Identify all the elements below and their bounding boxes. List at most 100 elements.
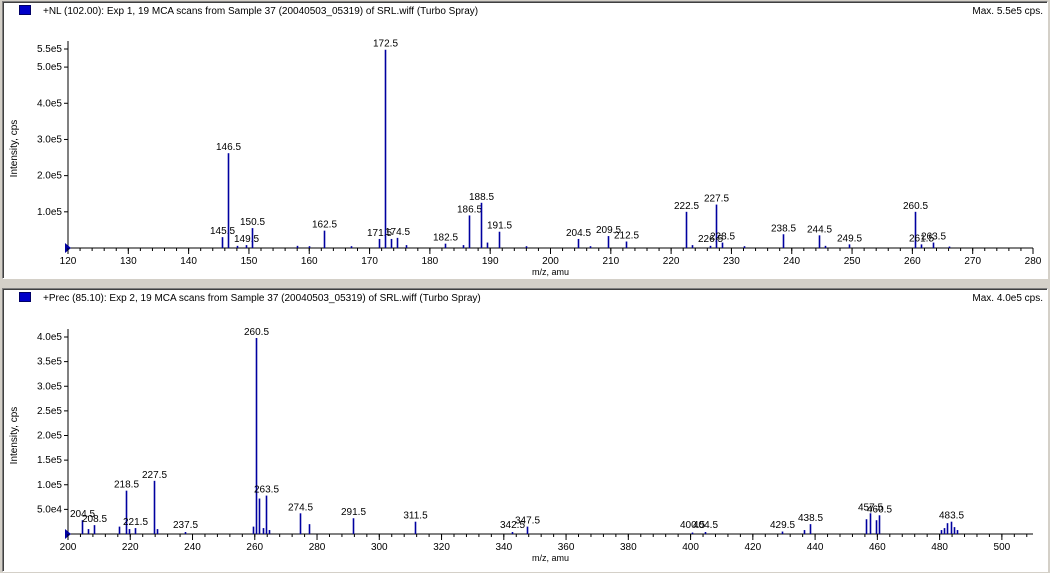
peak-label: 146.5 (216, 142, 241, 153)
y-tick-label: 5.5e5 (37, 44, 62, 55)
x-tick-label: 460 (869, 542, 886, 553)
x-tick-label: 190 (482, 256, 499, 267)
peak-label: 191.5 (487, 221, 512, 232)
peak-label: 218.5 (114, 480, 139, 491)
y-tick-label: 3.0e5 (37, 381, 62, 392)
peak-label: 483.5 (939, 511, 964, 522)
peak-label: 212.5 (614, 230, 639, 241)
y-tick-label: 3.0e5 (37, 134, 62, 145)
y-tick-label: 1.0e5 (37, 480, 62, 491)
x-tick-label: 320 (433, 542, 450, 553)
peak-label: 222.5 (674, 201, 699, 212)
x-tick-label: 200 (542, 256, 559, 267)
peak-label: 172.5 (373, 39, 398, 50)
x-tick-label: 380 (620, 542, 637, 553)
y-tick-label: 3.5e5 (37, 357, 62, 368)
x-axis-title: m/z, amu (532, 553, 569, 563)
peak-label: 404.5 (693, 520, 718, 531)
x-tick-label: 220 (663, 256, 680, 267)
peak-label: 237.5 (173, 520, 198, 531)
peak-label: 204.5 (566, 228, 591, 239)
peak-label: 238.5 (771, 223, 796, 234)
x-tick-label: 210 (602, 256, 619, 267)
peak-label: 260.5 (244, 327, 269, 338)
peak-label: 204.5 (70, 509, 95, 520)
x-tick-label: 280 (1025, 256, 1042, 267)
x-tick-label: 340 (495, 542, 512, 553)
y-tick-label: 2.5e5 (37, 406, 62, 417)
peak-label: 182.5 (433, 233, 458, 244)
peak-label: 226.5 (698, 234, 723, 245)
peak-label: 261.5 (909, 233, 934, 244)
x-tick-label: 240 (184, 542, 201, 553)
x-tick-label: 220 (122, 542, 139, 553)
x-tick-label: 240 (783, 256, 800, 267)
peak-label: 186.5 (457, 204, 482, 215)
peak-label: 342.5 (500, 520, 525, 531)
x-tick-label: 440 (807, 542, 824, 553)
x-tick-label: 230 (723, 256, 740, 267)
x-tick-label: 280 (309, 542, 326, 553)
x-tick-label: 360 (558, 542, 575, 553)
peak-label: 260.5 (903, 201, 928, 212)
y-tick-label: 4.0e5 (37, 332, 62, 343)
spectrum-chart-prec[interactable]: 200 220 240 260 280 300 320 340 360 380 400 420 440 4… (3, 289, 1047, 571)
y-axis-title: Intensity, cps (9, 120, 20, 178)
peak-label: 311.5 (403, 511, 428, 522)
peak-label: 429.5 (770, 520, 795, 531)
x-tick-label: 140 (180, 256, 197, 267)
spectrum-chart-nl[interactable]: 120 130 140 150 160 170 180 190 200 210 220 230 240 2… (3, 2, 1047, 278)
peak-label: 347.5 (515, 516, 540, 527)
x-tick-label: 420 (744, 542, 761, 553)
x-tick-label: 160 (301, 256, 318, 267)
peak-label: 208.5 (82, 514, 107, 525)
peak-label: 263.5 (254, 485, 279, 496)
peak-label: 274.5 (288, 502, 313, 513)
peak-label: 244.5 (807, 224, 832, 235)
panel-title: +NL (102.00): Exp 1, 19 MCA scans from S… (43, 6, 479, 17)
x-tick-label: 480 (931, 542, 948, 553)
pane-marker-icon[interactable] (19, 292, 31, 302)
peak-label: 171.5 (367, 228, 392, 239)
peak-label: 221.5 (123, 517, 148, 528)
peak-label: 400.5 (680, 520, 705, 531)
peak-label: 174.5 (385, 227, 410, 238)
peak-label: 263.5 (921, 232, 946, 243)
peak-label: 150.5 (240, 217, 265, 228)
y-tick-label: 2.0e5 (37, 431, 62, 442)
peak-label: 438.5 (798, 513, 823, 524)
y-tick-label: 4.0e5 (37, 98, 62, 109)
x-tick-label: 300 (371, 542, 388, 553)
peak-label: 209.5 (596, 225, 621, 236)
peak-label: 149.5 (234, 234, 259, 245)
peak-label: 227.5 (142, 470, 167, 481)
x-tick-label: 270 (964, 256, 981, 267)
peak-label: 460.5 (867, 504, 892, 515)
y-axis-title: Intensity, cps (9, 407, 20, 465)
peak-label: 249.5 (837, 233, 862, 244)
y-tick-label: 5.0e5 (37, 62, 62, 73)
x-tick-label: 260 (904, 256, 921, 267)
x-tick-label: 150 (241, 256, 258, 267)
x-tick-label: 200 (60, 542, 77, 553)
spectrum-panel-nl: +NL (102.00): Exp 1, 19 MCA scans from S… (2, 1, 1048, 279)
panel-title: +Prec (85.10): Exp 2, 19 MCA scans from … (43, 293, 481, 304)
peak-label: 145.5 (210, 226, 235, 237)
peak-label: 457.5 (858, 502, 883, 513)
pane-marker-icon[interactable] (19, 5, 31, 15)
x-axis-title: m/z, amu (532, 267, 569, 277)
peak-label: 227.5 (704, 194, 729, 205)
y-tick-label: 1.5e5 (37, 455, 62, 466)
peak-label: 188.5 (469, 192, 494, 203)
x-tick-label: 250 (844, 256, 861, 267)
x-tick-label: 500 (994, 542, 1011, 553)
max-intensity-label: Max. 5.5e5 cps. (972, 6, 1043, 17)
y-tick-label: 5.0e4 (37, 504, 62, 515)
x-tick-label: 130 (120, 256, 137, 267)
x-tick-label: 260 (246, 542, 263, 553)
y-tick-label: 2.0e5 (37, 171, 62, 182)
peak-label: 291.5 (341, 507, 366, 518)
x-tick-label: 170 (361, 256, 378, 267)
max-intensity-label: Max. 4.0e5 cps. (972, 293, 1043, 304)
peak-label: 162.5 (312, 220, 337, 231)
